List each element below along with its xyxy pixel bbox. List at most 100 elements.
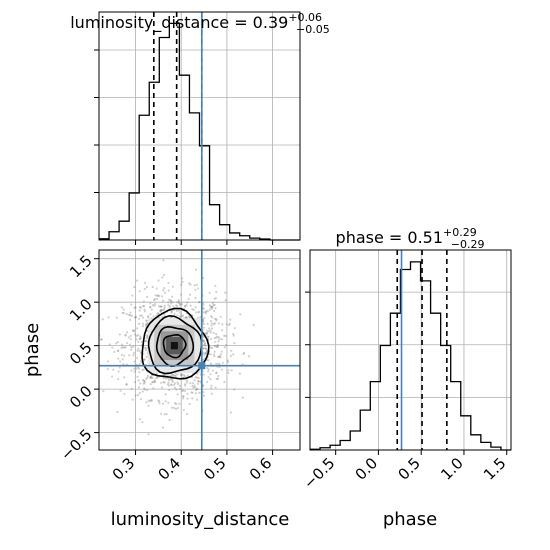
sample-point xyxy=(137,386,140,389)
sample-point xyxy=(224,334,227,338)
sample-point xyxy=(196,379,200,383)
sample-point xyxy=(195,389,198,392)
sample-point xyxy=(228,322,231,325)
sample-point xyxy=(209,337,213,340)
sample-point xyxy=(151,303,155,307)
sample-point xyxy=(212,353,216,356)
sample-point xyxy=(205,330,209,333)
sample-point xyxy=(190,391,193,394)
contour-line xyxy=(162,333,187,359)
sample-point xyxy=(161,402,164,405)
sample-point xyxy=(204,312,208,315)
sample-point xyxy=(194,288,197,291)
sample-point xyxy=(198,391,201,394)
sample-point xyxy=(133,367,136,370)
sample-point xyxy=(137,367,141,370)
sample-point xyxy=(126,331,129,334)
sample-point xyxy=(142,382,145,385)
sample-point xyxy=(174,402,177,405)
sample-point xyxy=(115,316,118,319)
sample-point xyxy=(210,324,213,327)
ld-y-ticks xyxy=(94,49,99,193)
sample-point xyxy=(194,268,198,271)
sample-point xyxy=(123,354,126,357)
sample-point xyxy=(134,315,138,319)
sample-point xyxy=(159,305,162,308)
sample-point xyxy=(211,305,214,309)
sample-point xyxy=(161,426,164,429)
sample-point xyxy=(141,369,144,372)
sample-point xyxy=(179,302,182,306)
sample-point xyxy=(152,315,155,318)
sample-point xyxy=(160,309,163,312)
sample-point xyxy=(181,389,185,392)
sample-point xyxy=(193,379,196,382)
sample-point xyxy=(214,322,217,325)
sample-point xyxy=(158,294,161,298)
sample-point xyxy=(242,352,245,355)
sample-point xyxy=(116,341,120,344)
sample-point xyxy=(219,356,222,359)
sample-point xyxy=(161,299,165,302)
sample-point xyxy=(142,368,145,371)
sample-point xyxy=(146,336,149,339)
contour-line xyxy=(155,325,195,368)
sample-point xyxy=(178,387,182,390)
sample-point xyxy=(195,387,198,390)
sample-point xyxy=(165,413,168,416)
sample-point xyxy=(127,336,130,339)
sample-point xyxy=(199,315,202,319)
sample-point xyxy=(143,310,147,313)
sample-point xyxy=(209,378,212,381)
sample-point xyxy=(197,287,200,290)
sample-point xyxy=(129,314,132,317)
sample-point xyxy=(154,302,157,306)
sample-point xyxy=(162,380,165,384)
sample-point xyxy=(182,373,186,377)
sample-point xyxy=(157,305,160,308)
sample-point xyxy=(176,313,179,317)
sample-point xyxy=(216,344,219,347)
sample-point xyxy=(178,310,181,314)
sample-point xyxy=(176,373,179,376)
sample-point xyxy=(130,346,133,349)
sample-point xyxy=(242,351,246,354)
sample-point xyxy=(145,319,148,322)
sample-point xyxy=(192,386,195,389)
joint-x-axis-label: luminosity_distance xyxy=(111,509,290,530)
sample-point xyxy=(171,380,174,383)
sample-point xyxy=(203,344,206,347)
sample-point xyxy=(145,334,148,337)
sample-point xyxy=(186,301,189,304)
sample-point xyxy=(171,379,174,382)
sample-point xyxy=(198,310,201,313)
sample-point xyxy=(147,316,150,319)
sample-point xyxy=(193,386,197,389)
sample-point xyxy=(217,340,220,343)
sample-point xyxy=(216,345,219,349)
sample-point xyxy=(202,373,205,376)
sample-point xyxy=(230,349,233,352)
sample-point xyxy=(180,277,184,280)
sample-point xyxy=(153,298,156,301)
sample-point xyxy=(168,304,171,308)
sample-point xyxy=(162,309,165,312)
sample-point xyxy=(191,308,194,311)
sample-point xyxy=(216,345,219,349)
sample-point xyxy=(214,307,217,310)
sample-point xyxy=(112,368,115,371)
sample-point xyxy=(191,391,194,394)
sample-point xyxy=(233,388,236,391)
sample-point xyxy=(169,299,173,302)
sample-point xyxy=(188,316,191,319)
sample-point xyxy=(143,380,147,383)
sample-point xyxy=(205,332,208,335)
sample-point xyxy=(196,382,200,385)
sample-point xyxy=(229,318,232,321)
ld-x-ticks xyxy=(135,240,274,245)
phase-title: phase = 0.51+0.29 −0.29 xyxy=(336,226,485,251)
sample-point xyxy=(176,381,179,384)
sample-point xyxy=(125,342,129,345)
sample-point xyxy=(128,313,131,317)
sample-point xyxy=(167,378,170,382)
